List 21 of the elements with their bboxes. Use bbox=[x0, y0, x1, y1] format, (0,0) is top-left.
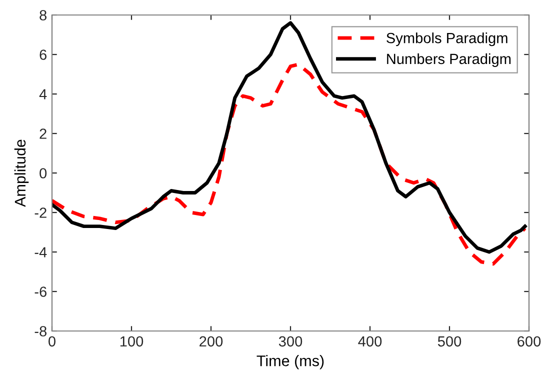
y-tick-label: -6 bbox=[34, 286, 46, 297]
y-tick-label: 0 bbox=[40, 168, 47, 178]
y-tick-label: 4 bbox=[39, 89, 47, 100]
y-tick-label: -4 bbox=[34, 247, 47, 258]
x-tick-label: 0 bbox=[48, 336, 56, 347]
line-series bbox=[52, 21, 527, 254]
x-axis-title: Time (ms) bbox=[256, 355, 324, 370]
x-tick-label: 100 bbox=[120, 336, 144, 347]
x-tick-label: 400 bbox=[358, 336, 382, 347]
legend-label: Numbers Paradigm bbox=[387, 53, 511, 67]
y-tick-label: -2 bbox=[34, 208, 46, 218]
x-tick-label: 500 bbox=[438, 336, 462, 347]
y-tick-label: 2 bbox=[40, 128, 46, 139]
y-tick-label: 8 bbox=[40, 10, 47, 20]
x-tick-label: 600 bbox=[518, 336, 541, 347]
y-tick-label: 6 bbox=[40, 50, 46, 60]
x-tick-label: 300 bbox=[278, 336, 302, 347]
x-tick-label: 200 bbox=[200, 336, 223, 347]
legend-label: Symbols Paradigm bbox=[386, 32, 508, 46]
y-axis-title: Amplitude bbox=[14, 140, 29, 207]
y-tick-label: -8 bbox=[34, 326, 47, 336]
